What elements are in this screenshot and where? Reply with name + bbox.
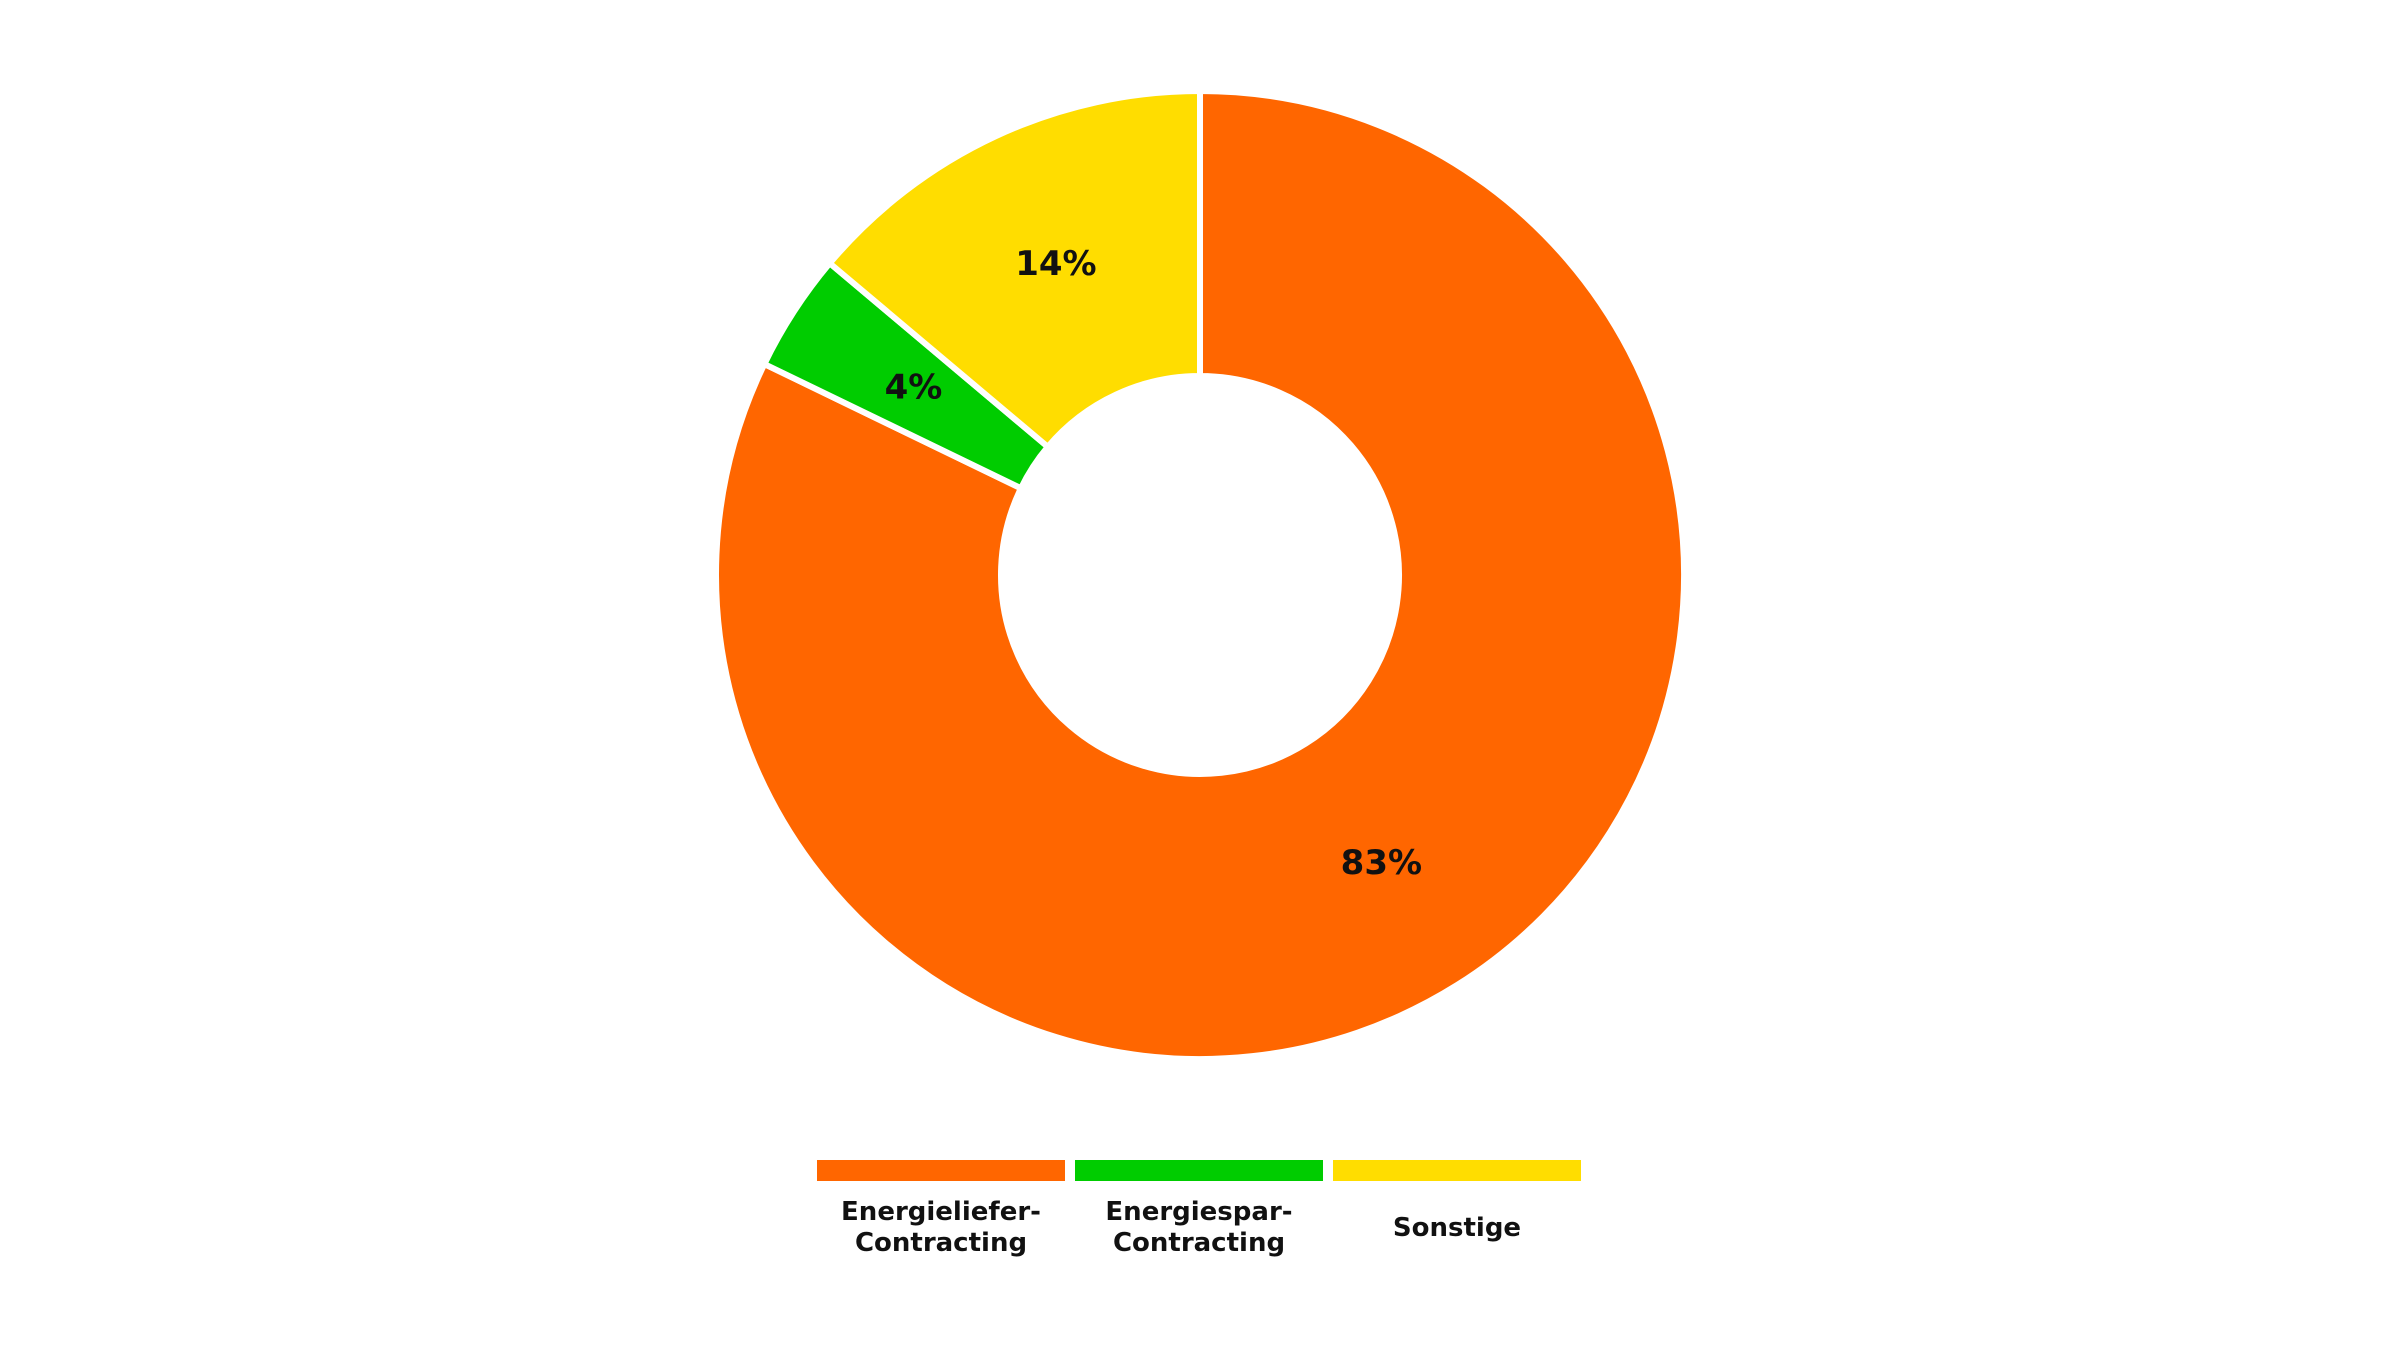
donut-slice [713,87,1687,1062]
legend-swatch [817,1160,1065,1181]
legend-label: Sonstige [1392,1212,1522,1243]
legend-label: Energiespar- Contracting [1105,1197,1293,1258]
legend-swatch [1075,1160,1323,1181]
value-label: 4% [885,368,943,408]
legend-label: Energieliefer- Contracting [841,1197,1041,1258]
legend-swatch [1333,1160,1581,1181]
value-label: 14% [1015,244,1096,284]
value-label: 83% [1341,843,1422,883]
donut-slice [825,87,1203,452]
